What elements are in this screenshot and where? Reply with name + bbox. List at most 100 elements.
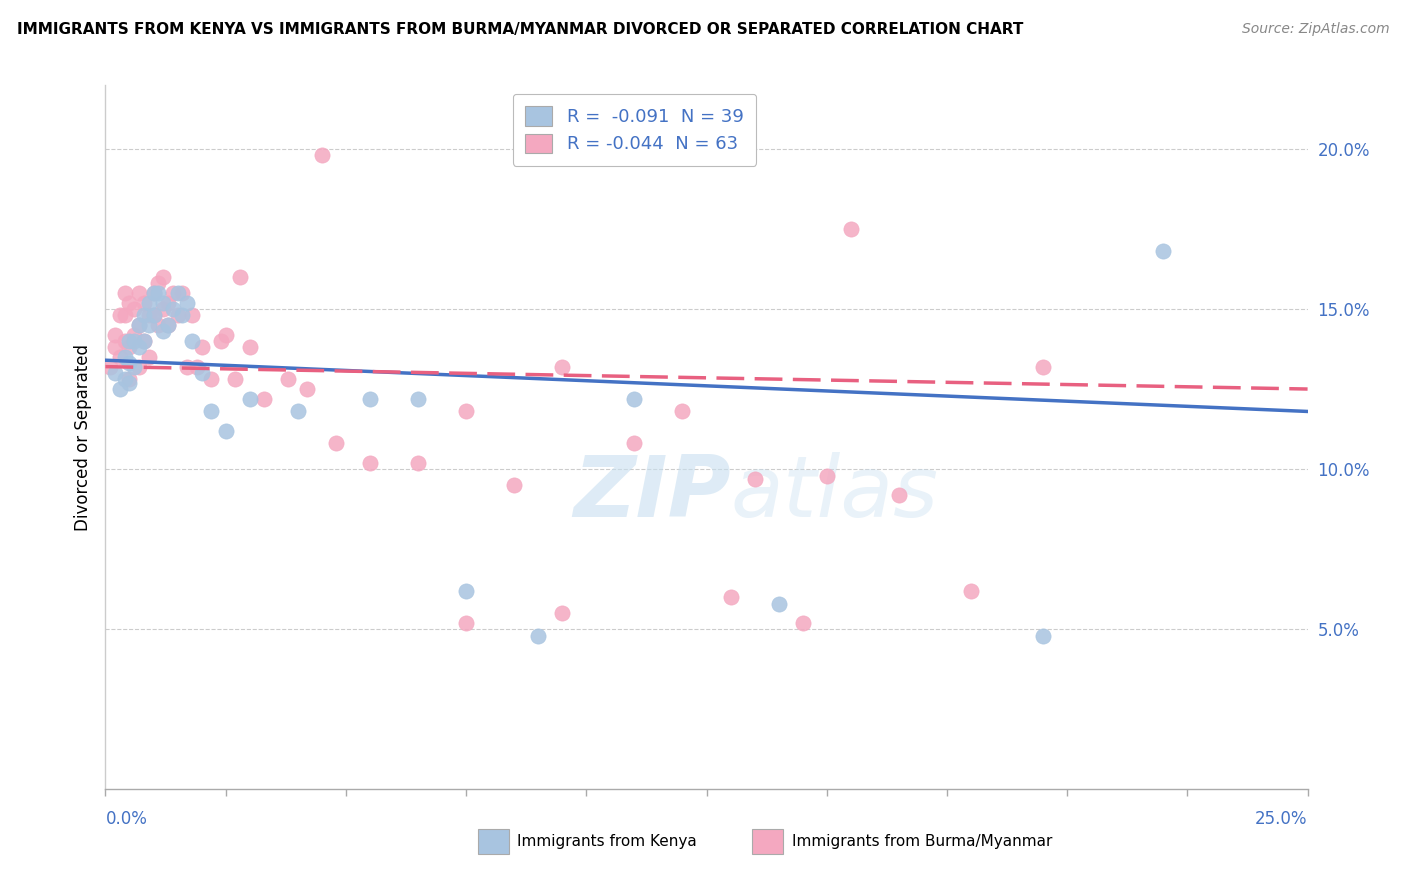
Point bbox=[214, 327, 236, 342]
Point bbox=[406, 456, 429, 470]
Point bbox=[239, 392, 262, 406]
Point bbox=[152, 325, 174, 339]
Point bbox=[359, 456, 381, 470]
Point bbox=[190, 340, 212, 354]
Point bbox=[128, 285, 150, 300]
Point bbox=[297, 382, 319, 396]
Point bbox=[186, 359, 208, 374]
Point bbox=[118, 340, 141, 354]
Point bbox=[200, 372, 222, 386]
Point bbox=[551, 359, 574, 374]
Point bbox=[172, 309, 194, 323]
Point bbox=[148, 318, 170, 332]
Point bbox=[124, 359, 146, 374]
Point bbox=[162, 301, 184, 316]
Point bbox=[142, 309, 165, 323]
Point bbox=[104, 366, 127, 380]
Point bbox=[114, 350, 136, 364]
Legend: R =  -0.091  N = 39, R = -0.044  N = 63: R = -0.091 N = 39, R = -0.044 N = 63 bbox=[513, 94, 756, 166]
Point bbox=[118, 356, 141, 370]
Text: Immigrants from Kenya: Immigrants from Kenya bbox=[517, 834, 697, 848]
Point bbox=[142, 285, 165, 300]
Point bbox=[138, 295, 160, 310]
Point bbox=[166, 285, 188, 300]
Text: IMMIGRANTS FROM KENYA VS IMMIGRANTS FROM BURMA/MYANMAR DIVORCED OR SEPARATED COR: IMMIGRANTS FROM KENYA VS IMMIGRANTS FROM… bbox=[17, 22, 1024, 37]
Point bbox=[551, 607, 574, 621]
Point bbox=[124, 301, 146, 316]
Point bbox=[623, 392, 645, 406]
Point bbox=[114, 334, 136, 348]
Point bbox=[887, 488, 910, 502]
Point bbox=[176, 295, 198, 310]
Text: 25.0%: 25.0% bbox=[1256, 810, 1308, 828]
Point bbox=[792, 615, 814, 630]
Point bbox=[114, 309, 136, 323]
Point bbox=[114, 285, 136, 300]
Point bbox=[454, 615, 477, 630]
Point bbox=[454, 583, 477, 598]
Point bbox=[181, 334, 204, 348]
Point bbox=[142, 309, 165, 323]
Point bbox=[325, 436, 347, 450]
Point bbox=[181, 309, 204, 323]
Point bbox=[1032, 629, 1054, 643]
Point bbox=[98, 359, 121, 374]
Point bbox=[815, 468, 838, 483]
Point bbox=[190, 366, 212, 380]
Y-axis label: Divorced or Separated: Divorced or Separated bbox=[73, 343, 91, 531]
Point bbox=[124, 327, 146, 342]
Point bbox=[132, 334, 155, 348]
Point bbox=[128, 318, 150, 332]
Point bbox=[132, 309, 155, 323]
Point bbox=[138, 350, 160, 364]
Point bbox=[209, 334, 232, 348]
Text: 0.0%: 0.0% bbox=[105, 810, 148, 828]
Point bbox=[229, 269, 252, 284]
Point bbox=[166, 309, 188, 323]
Point bbox=[148, 277, 170, 291]
Point bbox=[454, 404, 477, 418]
Point bbox=[152, 301, 174, 316]
Point bbox=[142, 285, 165, 300]
Point bbox=[224, 372, 246, 386]
Point bbox=[152, 295, 174, 310]
Point bbox=[960, 583, 983, 598]
Point bbox=[138, 309, 160, 323]
Point bbox=[172, 285, 194, 300]
Point bbox=[128, 359, 150, 374]
Point bbox=[132, 334, 155, 348]
Point bbox=[671, 404, 693, 418]
Point bbox=[148, 285, 170, 300]
Point bbox=[104, 340, 127, 354]
Text: ZIP: ZIP bbox=[572, 452, 731, 535]
Point bbox=[156, 318, 179, 332]
Text: Source: ZipAtlas.com: Source: ZipAtlas.com bbox=[1241, 22, 1389, 37]
Point bbox=[277, 372, 299, 386]
Point bbox=[527, 629, 550, 643]
Point bbox=[214, 424, 236, 438]
Point bbox=[108, 309, 131, 323]
Point bbox=[503, 478, 526, 492]
Point bbox=[128, 318, 150, 332]
Text: Immigrants from Burma/Myanmar: Immigrants from Burma/Myanmar bbox=[792, 834, 1052, 848]
Point bbox=[162, 285, 184, 300]
Point bbox=[744, 472, 766, 486]
Point bbox=[132, 295, 155, 310]
Point bbox=[152, 269, 174, 284]
Point bbox=[118, 334, 141, 348]
Point bbox=[176, 359, 198, 374]
Point bbox=[156, 318, 179, 332]
Point bbox=[406, 392, 429, 406]
Point bbox=[108, 382, 131, 396]
Point bbox=[768, 597, 790, 611]
Point bbox=[138, 318, 160, 332]
Point bbox=[104, 327, 127, 342]
Point bbox=[239, 340, 262, 354]
Point bbox=[623, 436, 645, 450]
Point bbox=[1152, 244, 1174, 259]
Point bbox=[311, 148, 333, 162]
Point bbox=[124, 334, 146, 348]
Point bbox=[839, 222, 862, 236]
Point bbox=[114, 372, 136, 386]
Point bbox=[359, 392, 381, 406]
